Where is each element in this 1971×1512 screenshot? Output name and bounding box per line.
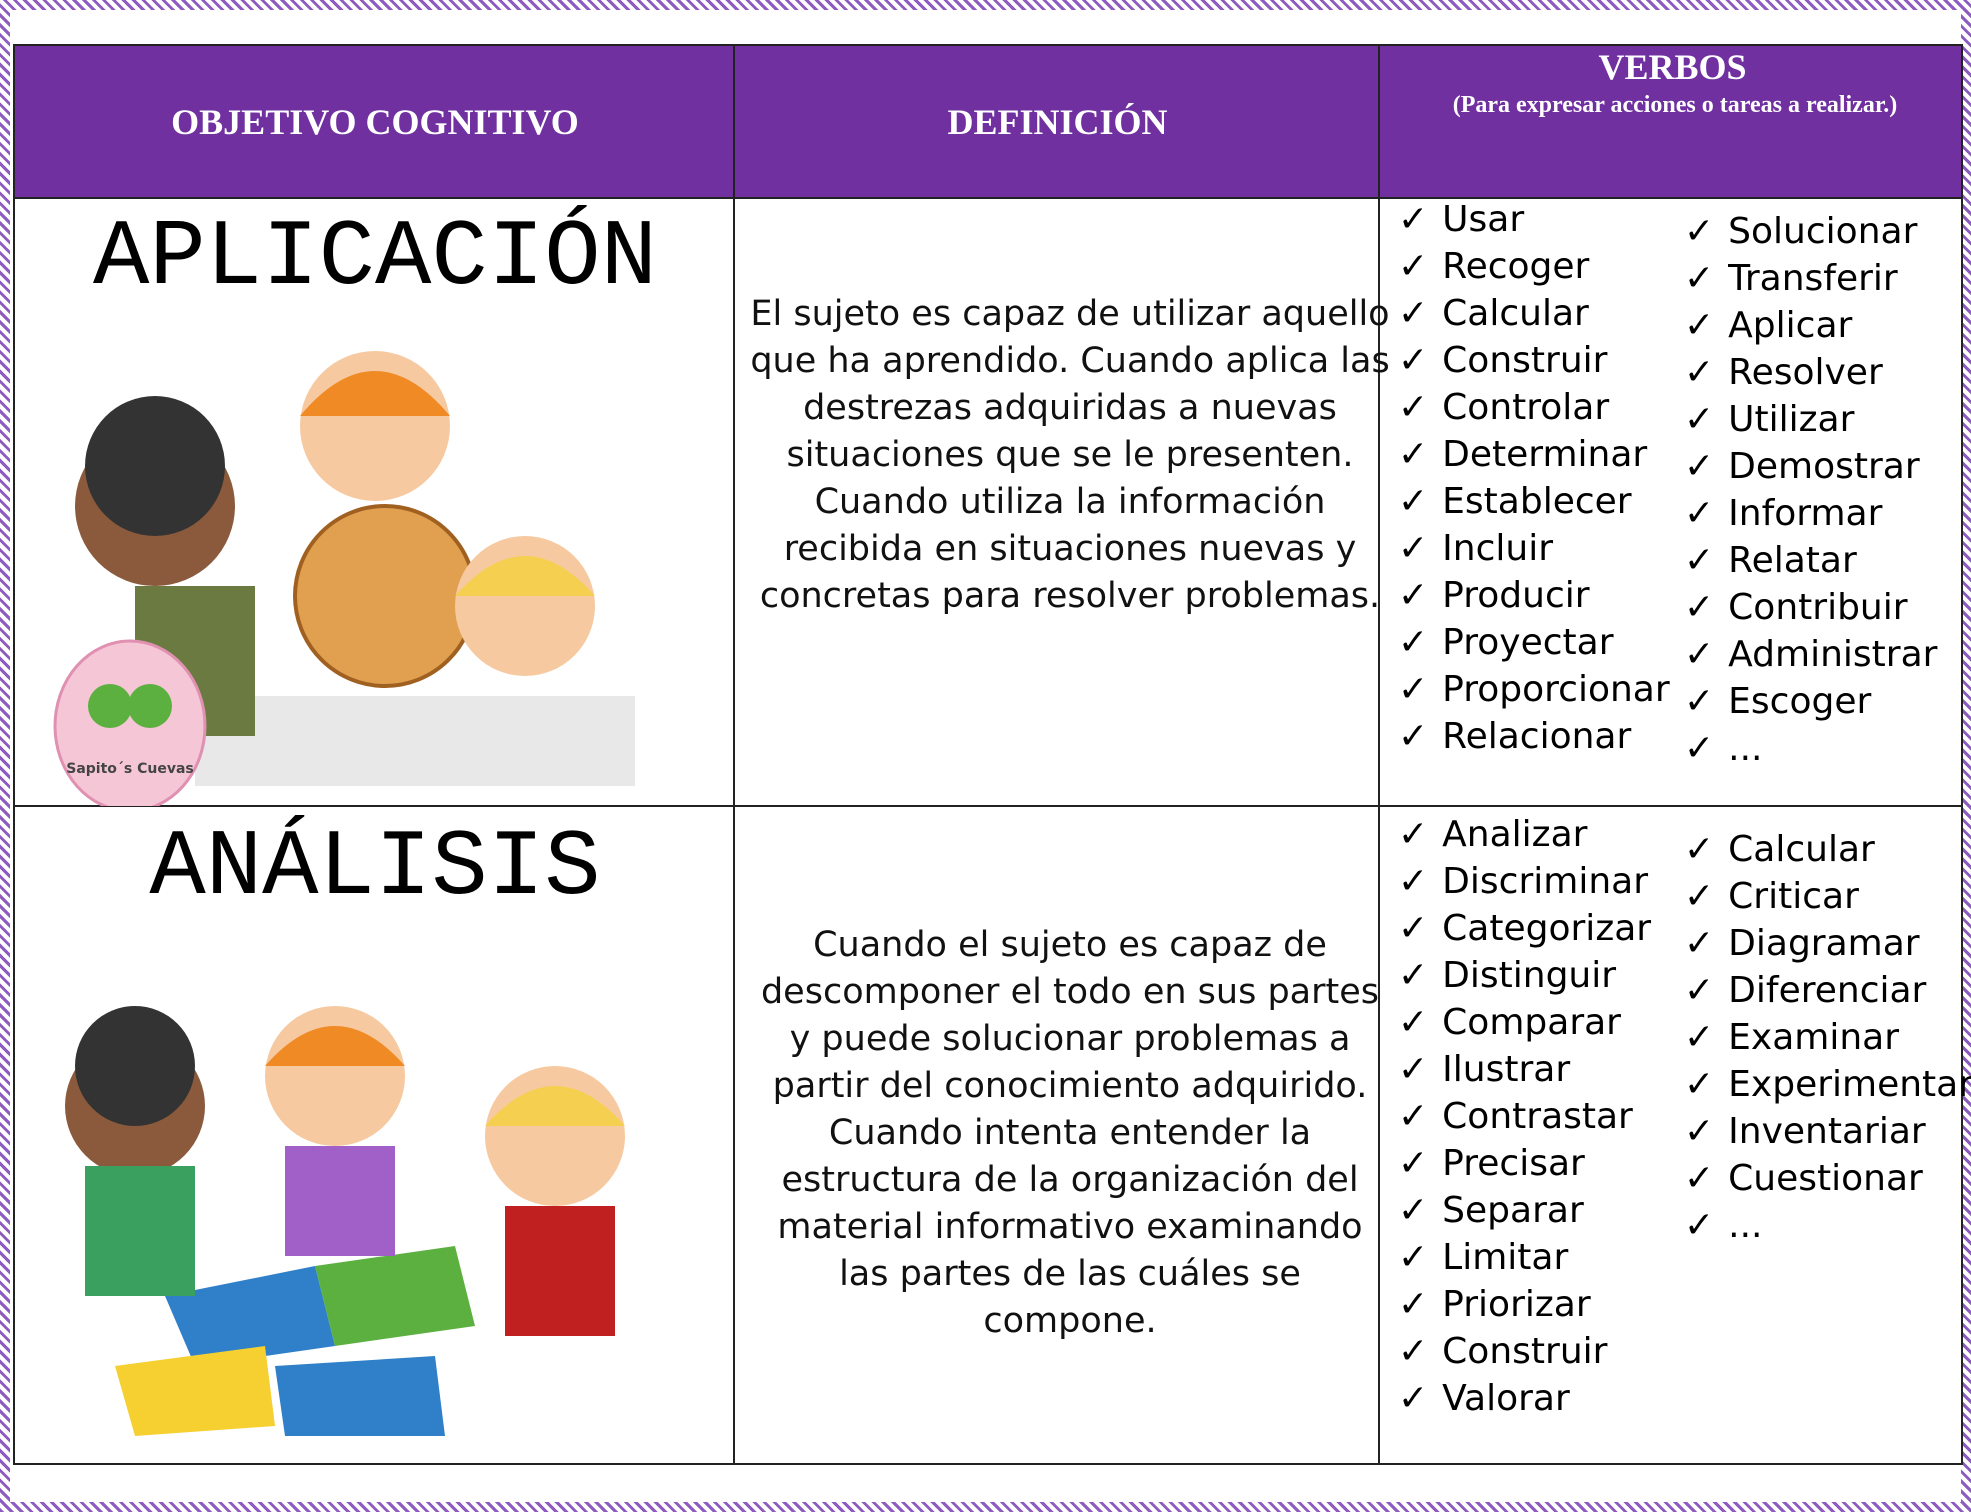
verb: Separar <box>1398 1187 1651 1234</box>
verb: Informar <box>1684 490 1937 537</box>
verb: Proporcionar <box>1398 666 1670 713</box>
header-subtitle: (Para expresar acciones o tareas a reali… <box>1452 92 1898 118</box>
logo-text: Sapito´s Cuevas <box>66 761 194 777</box>
verb: Limitar <box>1398 1234 1651 1281</box>
verb: Transferir <box>1684 255 1937 302</box>
verb: Demostrar <box>1684 443 1937 490</box>
verb-list: SolucionarTransferirAplicarResolverUtili… <box>1684 208 1937 772</box>
objective: APLICACIÓN <box>92 206 658 312</box>
definition: El sujeto es capaz de utilizar aquello q… <box>750 294 1390 616</box>
verb: Priorizar <box>1398 1281 1651 1328</box>
verb: Recoger <box>1398 243 1670 290</box>
verb: Producir <box>1398 572 1670 619</box>
verb: Inventariar <box>1684 1108 1971 1155</box>
verb: Relatar <box>1684 537 1937 584</box>
verb: Incluir <box>1398 525 1670 572</box>
table: OBJETIVO COGNITIVO DEFINICIÓN VERBOS (Pa… <box>13 44 1971 1465</box>
table-header: OBJETIVO COGNITIVO DEFINICIÓN VERBOS (Pa… <box>15 46 1961 199</box>
verb: Ilustrar <box>1398 1046 1651 1093</box>
verb: Calcular <box>1684 826 1971 873</box>
verb: Valorar <box>1398 1375 1651 1422</box>
verb: Proyectar <box>1398 619 1670 666</box>
verb: Distinguir <box>1398 952 1651 999</box>
verb: Cuestionar <box>1684 1155 1971 1202</box>
header-cell: DEFINICIÓN <box>947 102 1168 142</box>
verb: Precisar <box>1398 1140 1651 1187</box>
objective: ANÁLISIS <box>149 816 601 922</box>
verb: ... <box>1684 1202 1971 1249</box>
verb: Diagramar <box>1684 920 1971 967</box>
verb: Controlar <box>1398 384 1670 431</box>
verb: Construir <box>1398 1328 1651 1375</box>
verb: Diferenciar <box>1684 967 1971 1014</box>
verb: Calcular <box>1398 290 1670 337</box>
illustration: Sapito´s Cuevas <box>53 351 635 806</box>
verb: Criticar <box>1684 873 1971 920</box>
verb: Solucionar <box>1684 208 1937 255</box>
verb: Construir <box>1398 337 1670 384</box>
verb-list: UsarRecogerCalcularConstruirControlarDet… <box>1398 196 1670 760</box>
verb: Aplicar <box>1684 302 1937 349</box>
definition: Cuando el sujeto es capaz de descomponer… <box>760 925 1380 1341</box>
header-cell: OBJETIVO COGNITIVO <box>171 102 579 142</box>
verb: Comparar <box>1398 999 1651 1046</box>
verb: Determinar <box>1398 431 1670 478</box>
verb: Usar <box>1398 196 1670 243</box>
verb: Resolver <box>1684 349 1937 396</box>
verb: Categorizar <box>1398 905 1651 952</box>
verb: ... <box>1684 725 1937 772</box>
verb: Analizar <box>1398 811 1651 858</box>
verb: Examinar <box>1684 1014 1971 1061</box>
verb-list: CalcularCriticarDiagramarDiferenciarExam… <box>1684 826 1971 1249</box>
verb: Experimentar <box>1684 1061 1971 1108</box>
verb: Relacionar <box>1398 713 1670 760</box>
verb: Discriminar <box>1398 858 1651 905</box>
verb: Establecer <box>1398 478 1670 525</box>
verb-list: AnalizarDiscriminarCategorizarDistinguir… <box>1398 811 1651 1422</box>
verb: Contribuir <box>1684 584 1937 631</box>
verb: Administrar <box>1684 631 1937 678</box>
header-cell: VERBOS <box>1598 47 1747 87</box>
verb: Utilizar <box>1684 396 1937 443</box>
verb: Contrastar <box>1398 1093 1651 1140</box>
illustration <box>65 1006 625 1436</box>
verb: Escoger <box>1684 678 1937 725</box>
